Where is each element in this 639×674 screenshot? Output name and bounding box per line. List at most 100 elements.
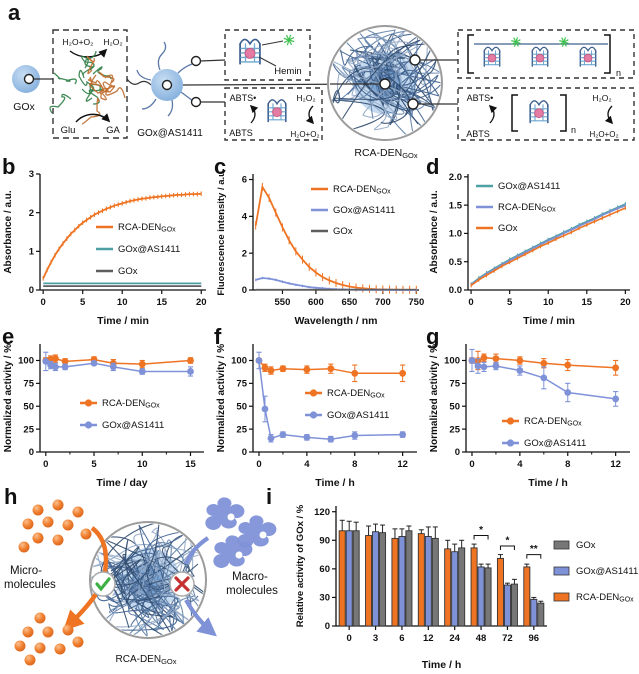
svg-text:20: 20 [196, 297, 207, 308]
ga-label: GA [106, 125, 120, 136]
macromolecule-approach-arrow-icon [184, 536, 210, 565]
svg-text:Normalized activity / %: Normalized activity / % [3, 344, 14, 452]
svg-text:Wavelength / nm: Wavelength / nm [294, 315, 377, 327]
svg-text:20: 20 [620, 297, 631, 308]
macromolecules-icon [205, 497, 277, 568]
svg-text:5: 5 [91, 459, 97, 470]
svg-text:Time / h: Time / h [422, 659, 461, 671]
svg-text:12: 12 [397, 459, 408, 470]
panel-d-absorbance-chart: 0.0 0.5 1.0 1.5 2.0 0 5 10 15 20 Time / min Absorba… [426, 162, 639, 330]
svg-text:4: 4 [242, 212, 248, 223]
svg-text:6: 6 [399, 633, 404, 644]
svg-text:10: 10 [117, 297, 128, 308]
check-icon [95, 577, 111, 592]
svg-text:GOx: GOx [333, 226, 353, 237]
svg-text:5: 5 [507, 297, 513, 308]
svg-text:25: 25 [236, 424, 247, 435]
panel-label-b: b [2, 154, 16, 179]
svg-text:Normalized activity / %: Normalized activity / % [216, 344, 227, 452]
svg-text:600: 600 [308, 297, 324, 308]
h2o-o2-label: H₂O+O₂ [290, 130, 319, 139]
svg-text:0.5: 0.5 [449, 257, 463, 268]
svg-text:**: ** [530, 544, 538, 555]
panel-label-f: f [214, 324, 222, 349]
substrate-label: H₂O+O₂ [63, 37, 94, 47]
g-quadruplex-icon [239, 38, 261, 65]
panel-e-stability-chart: 0 25 50 75 100 0 5 10 15 Time / day Normalized act… [0, 330, 213, 492]
h2o-o2-label: H₂O+O₂ [589, 130, 618, 139]
svg-text:48: 48 [476, 633, 487, 644]
panel-f-stability-chart: 0 25 50 75 100 0 4 8 12 Time / h Normalized activi… [213, 330, 426, 492]
svg-text:Normalized activity / %: Normalized activity / % [429, 344, 440, 452]
svg-text:3: 3 [373, 633, 378, 644]
svg-text:0: 0 [29, 285, 34, 296]
rca-den-ball-icon [89, 521, 207, 639]
svg-text:GOx@AS1411: GOx@AS1411 [498, 181, 560, 192]
svg-text:700: 700 [375, 297, 391, 308]
panel-label-h: h [4, 484, 18, 509]
svg-text:15: 15 [156, 297, 167, 308]
svg-text:GOx@AS1411: GOx@AS1411 [333, 205, 395, 216]
g-quadruplex-icon [267, 99, 287, 123]
svg-text:0: 0 [469, 459, 474, 470]
svg-text:1.0: 1.0 [449, 229, 462, 240]
svg-text:GOx@AS1411: GOx@AS1411 [327, 410, 389, 421]
svg-text:RCA-DENGOx: RCA-DENGOx [524, 416, 582, 428]
panel-label-g: g [426, 324, 440, 349]
macromolecule-deflect-arrow-icon [184, 598, 217, 637]
abts-radical-label: ABTS• [230, 93, 257, 103]
reaction-arrow-icon [75, 113, 111, 123]
svg-text:4: 4 [304, 459, 310, 470]
macromolecules-label: molecules [226, 585, 278, 597]
svg-text:RCA-DENGOx: RCA-DENGOx [118, 222, 176, 234]
h2o2-label: H₂O₂ [592, 93, 611, 103]
svg-text:GOx: GOx [118, 266, 138, 277]
svg-text:RCA-DENGOx: RCA-DENGOx [576, 592, 634, 604]
svg-text:0: 0 [468, 297, 473, 308]
svg-text:GOx@AS1411: GOx@AS1411 [524, 438, 586, 449]
svg-text:Time / h: Time / h [528, 477, 567, 489]
linker-dot-icon [23, 73, 35, 85]
svg-text:50: 50 [236, 401, 247, 412]
svg-text:15: 15 [582, 297, 593, 308]
svg-text:Time / h: Time / h [315, 477, 354, 489]
svg-text:12: 12 [423, 633, 434, 644]
svg-text:75: 75 [449, 379, 460, 390]
abts-label: ABTS [466, 129, 490, 139]
svg-text:0: 0 [455, 447, 460, 458]
panel-b-absorbance-chart: 0 1 2 3 0 5 10 15 20 Time / min Absorbance / a.u. R… [0, 162, 213, 330]
gox-as1411-label: GOx@AS1411 [137, 128, 203, 139]
panel-label-i: i [266, 484, 273, 509]
svg-text:GOx: GOx [498, 223, 518, 234]
svg-text:8: 8 [352, 459, 357, 470]
svg-text:RCA-DENGOx: RCA-DENGOx [327, 388, 385, 400]
svg-text:0.0: 0.0 [449, 285, 462, 296]
svg-text:72: 72 [502, 633, 513, 644]
svg-text:RCA-DENGOx: RCA-DENGOx [498, 202, 556, 214]
aptamer-strands-icon [136, 41, 194, 117]
hemin-label: Hemin [274, 66, 301, 77]
abts-box [224, 87, 323, 141]
abts-label: ABTS [229, 128, 253, 138]
svg-text:25: 25 [449, 424, 460, 435]
cross-icon [174, 576, 190, 592]
micromolecules-label: molecules [4, 579, 56, 591]
svg-text:RCA-DENGOx: RCA-DENGOx [102, 398, 160, 410]
panel-d-plot: 0.0 0.5 1.0 1.5 2.0 0 5 10 15 20 Time / min Absorba… [429, 172, 631, 327]
fluorophore-icon [511, 37, 521, 47]
panel-label-e: e [2, 324, 15, 349]
abts-radical-label: ABTS• [467, 93, 494, 103]
svg-text:60: 60 [319, 564, 330, 575]
svg-text:3: 3 [29, 169, 34, 180]
svg-text:30: 30 [319, 593, 330, 604]
svg-text:8: 8 [565, 459, 570, 470]
hemin-box [224, 29, 311, 81]
svg-text:15: 15 [185, 459, 196, 470]
svg-text:750: 750 [408, 297, 424, 308]
abts-chain-box [457, 87, 635, 141]
svg-text:75: 75 [23, 379, 34, 390]
panel-g-plot: 0 25 50 75 100 0 4 8 12 Time / h Normalized activi… [429, 344, 630, 489]
svg-text:650: 650 [341, 297, 357, 308]
